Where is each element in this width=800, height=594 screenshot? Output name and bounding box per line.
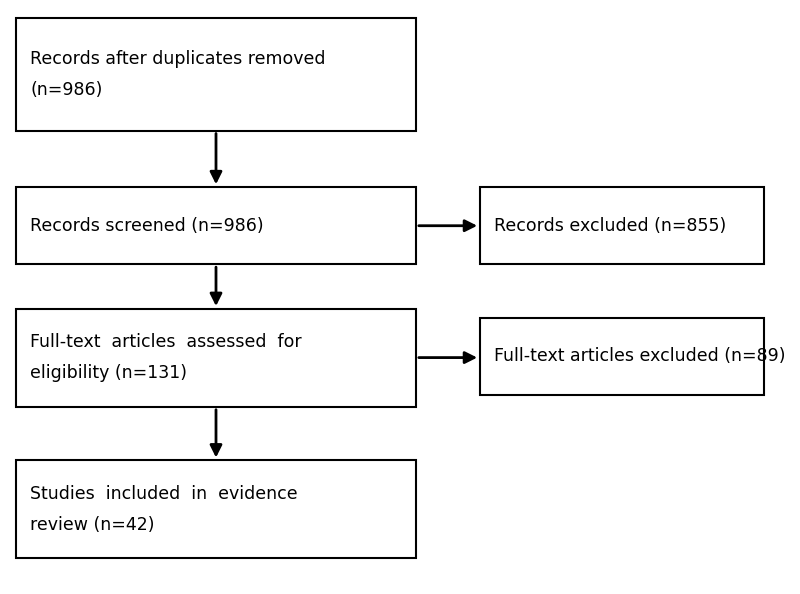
FancyBboxPatch shape bbox=[16, 187, 416, 264]
Text: review (n=42): review (n=42) bbox=[30, 516, 155, 534]
Text: Full-text articles excluded (n=89): Full-text articles excluded (n=89) bbox=[494, 347, 786, 365]
FancyBboxPatch shape bbox=[16, 18, 416, 131]
FancyBboxPatch shape bbox=[480, 318, 764, 395]
FancyBboxPatch shape bbox=[16, 309, 416, 407]
FancyBboxPatch shape bbox=[480, 187, 764, 264]
Text: Records excluded (n=855): Records excluded (n=855) bbox=[494, 217, 726, 235]
Text: eligibility (n=131): eligibility (n=131) bbox=[30, 364, 187, 383]
Text: Studies  included  in  evidence: Studies included in evidence bbox=[30, 485, 298, 503]
Text: (n=986): (n=986) bbox=[30, 81, 102, 99]
FancyBboxPatch shape bbox=[16, 460, 416, 558]
Text: Records screened (n=986): Records screened (n=986) bbox=[30, 217, 264, 235]
Text: Records after duplicates removed: Records after duplicates removed bbox=[30, 50, 326, 68]
Text: Full-text  articles  assessed  for: Full-text articles assessed for bbox=[30, 333, 302, 352]
